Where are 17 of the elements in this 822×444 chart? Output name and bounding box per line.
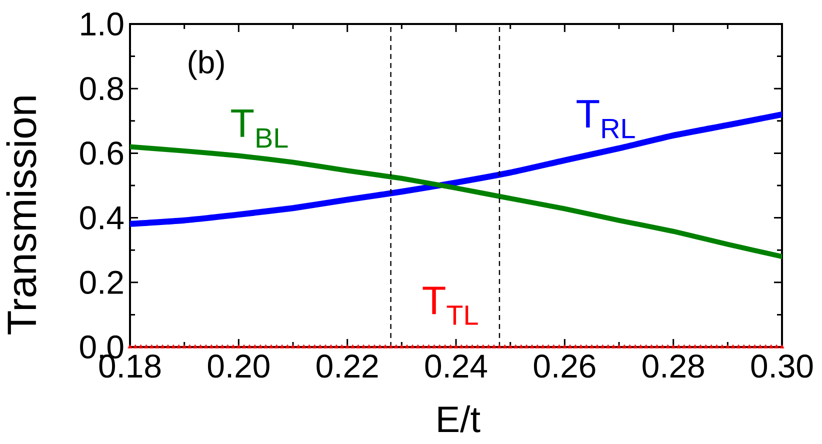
x-tick-label: 0.30: [751, 354, 813, 378]
y-tick-label: 0.8: [80, 76, 124, 100]
y-tick-label: 0.6: [80, 142, 124, 165]
x-tick-label: 0.26: [534, 354, 596, 378]
x-tick-label: 0.24: [425, 354, 488, 378]
x-tick-label: 0.28: [642, 354, 704, 378]
x-axis-title: E/t: [438, 405, 480, 432]
x-tick-label: 0.20: [208, 354, 270, 378]
y-tick-label: 1.0: [81, 12, 124, 36]
series-label: T$_{TL}$: [422, 286, 478, 325]
y-axis-title: Transmission: [6, 96, 36, 334]
series-label: T$_{RL}$: [576, 100, 635, 138]
annotation: (b): [188, 50, 224, 80]
series-label: T$_{BL}$: [231, 110, 288, 148]
y-tick-label: 0.4: [80, 206, 124, 230]
y-tick-label: 0.2: [80, 270, 123, 294]
x-tick-label: 0.22: [316, 354, 378, 378]
